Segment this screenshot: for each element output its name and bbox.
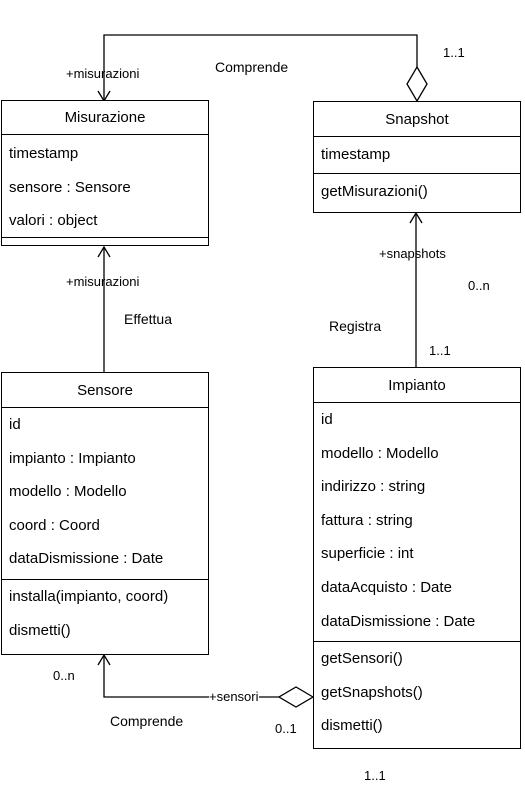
attribute: impianto : Impianto xyxy=(9,449,136,467)
class-name: Snapshot xyxy=(314,102,520,137)
composition-diamond-impianto xyxy=(277,686,315,708)
composition-diamond-snapshot xyxy=(406,65,428,103)
attribute: id xyxy=(321,411,333,428)
operation: getSensori() xyxy=(321,650,403,668)
role-label: +sensori xyxy=(209,689,259,704)
role-label: +misurazioni xyxy=(66,274,140,289)
multiplicity-label: 0..n xyxy=(53,668,75,683)
class-sensore: Sensore id impianto : Impianto modello :… xyxy=(1,372,209,655)
attribute: superficie : int xyxy=(321,545,414,563)
class-snapshot: Snapshot timestamp getMisurazioni() xyxy=(313,101,521,213)
attribute: coord : Coord xyxy=(9,516,100,534)
class-name: Sensore xyxy=(2,373,208,408)
role-label: +misurazioni xyxy=(66,66,140,81)
class-misurazione: Misurazione timestamp sensore : Sensore … xyxy=(1,100,209,246)
operation: getMisurazioni() xyxy=(321,183,428,200)
multiplicity-label: 1..1 xyxy=(429,343,451,358)
operation: dismetti() xyxy=(9,621,71,639)
operations-divider xyxy=(2,237,208,238)
edge-snapshot-misurazione xyxy=(103,34,418,101)
attribute: dataDismissione : Date xyxy=(321,612,476,630)
class-impianto: Impianto id modello : Modello indirizzo … xyxy=(313,367,521,749)
multiplicity-label: 0..n xyxy=(468,278,490,293)
association-name: Effettua xyxy=(124,311,173,327)
role-label: +snapshots xyxy=(379,246,446,261)
association-name: Comprende xyxy=(110,713,184,729)
operations-divider xyxy=(2,578,208,580)
attribute: timestamp xyxy=(321,146,391,163)
operations-divider xyxy=(314,641,520,643)
attribute: modello : Modello xyxy=(9,483,127,501)
attribute: dataDismissione : Date xyxy=(9,550,164,568)
attribute: id xyxy=(9,416,21,433)
multiplicity-label: 1..1 xyxy=(364,768,386,783)
operation: getSnapshots() xyxy=(321,683,423,701)
attribute: dataAcquisto : Date xyxy=(321,578,452,596)
arrowhead-sensore-bottom xyxy=(97,653,111,666)
attribute: modello : Modello xyxy=(321,444,439,462)
operations-divider xyxy=(314,173,520,174)
attribute: timestamp xyxy=(9,145,79,162)
operation: installa(impianto, coord) xyxy=(9,587,169,605)
operation: dismetti() xyxy=(321,717,383,735)
attribute: sensore : Sensore xyxy=(9,178,131,196)
association-name: Registra xyxy=(329,318,382,334)
association-name: Comprende xyxy=(215,59,289,75)
class-name: Misurazione xyxy=(2,101,208,135)
multiplicity-label: 0..1 xyxy=(275,721,297,736)
attribute: indirizzo : string xyxy=(321,478,426,496)
arrowhead-snapshot-bottom xyxy=(409,211,423,224)
class-name: Impianto xyxy=(314,368,520,403)
attribute: valori : object xyxy=(9,212,98,230)
multiplicity-label: 1..1 xyxy=(443,45,465,60)
attribute: fattura : string xyxy=(321,511,413,529)
arrowhead-misurazione-bottom xyxy=(97,245,111,258)
